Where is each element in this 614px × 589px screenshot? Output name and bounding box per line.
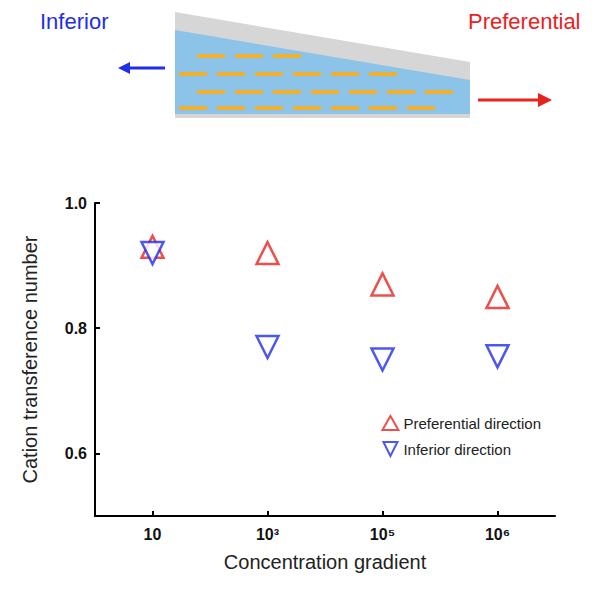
svg-text:Concentration gradient: Concentration gradient [224,551,427,573]
svg-text:10³: 10³ [256,526,279,543]
svg-text:Preferential: Preferential [468,9,581,34]
svg-text:Cation transference number: Cation transference number [19,235,41,483]
svg-text:Inferior: Inferior [40,9,108,34]
svg-text:Inferior direction: Inferior direction [403,441,511,458]
svg-text:10: 10 [144,526,162,543]
svg-text:10⁶: 10⁶ [485,526,510,543]
svg-text:10⁵: 10⁵ [370,526,395,543]
svg-text:0.6: 0.6 [65,445,87,462]
svg-text:0.8: 0.8 [65,320,87,337]
svg-text:1.0: 1.0 [65,195,87,212]
svg-text:Preferential direction: Preferential direction [403,415,541,432]
